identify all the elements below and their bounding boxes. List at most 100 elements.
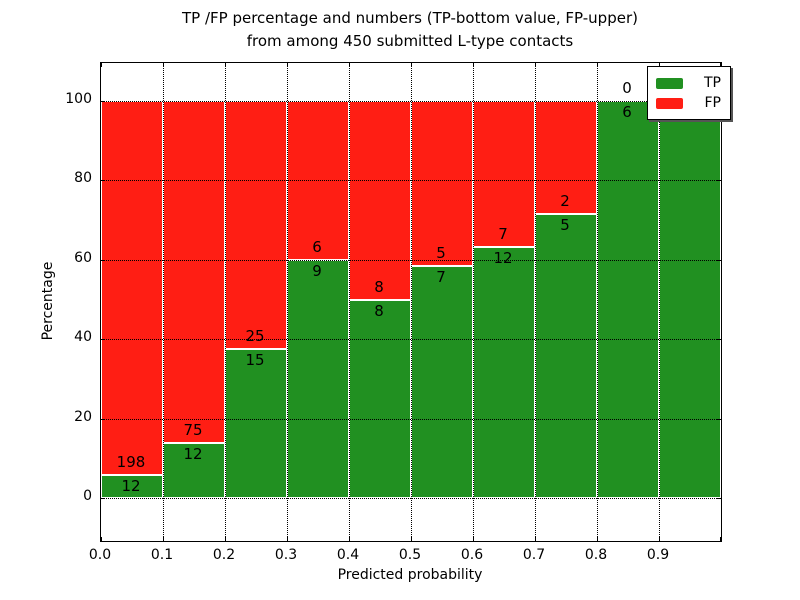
plot-area (100, 62, 722, 542)
legend: TP FP (647, 66, 731, 120)
tp-count-label: 12 (493, 249, 513, 268)
x-tick-mark (163, 537, 164, 541)
gridline-horizontal (101, 101, 721, 102)
y-tick-mark (101, 498, 105, 499)
gridline-horizontal (101, 339, 721, 341)
fp-count-label: 0 (622, 79, 632, 97)
gridline-horizontal (101, 418, 721, 420)
legend-item-fp: FP (656, 93, 721, 113)
y-tick-mark (717, 418, 721, 420)
bar-segment-fp-0 (101, 101, 163, 476)
fp-count-label: 75 (183, 421, 203, 440)
x-tick-mark (349, 63, 350, 67)
legend-item-tp: TP (656, 73, 721, 93)
y-tick-label: 80 (74, 170, 92, 187)
gridline-vertical (473, 63, 474, 541)
x-tick-mark (225, 63, 226, 67)
y-tick-mark (101, 180, 105, 182)
x-tick-label: 0.7 (522, 547, 546, 563)
fp-count-label: 198 (116, 453, 146, 472)
gridline-vertical (225, 63, 226, 541)
bar-segment-tp-1 (163, 443, 225, 498)
tp-count-label: 9 (312, 261, 322, 280)
gridline-vertical (349, 63, 350, 541)
x-tick-mark (101, 63, 102, 67)
tp-count-label: 8 (374, 301, 384, 320)
gridline-vertical (597, 63, 598, 541)
x-tick-label: 0.0 (88, 547, 112, 563)
x-tick-label: 0.3 (274, 547, 298, 563)
x-axis-title: Predicted probability (337, 567, 483, 583)
x-tick-label: 0.1 (150, 547, 174, 563)
bar-segment-fp-2 (225, 101, 287, 350)
gridline-horizontal (101, 259, 721, 261)
gridline-vertical (163, 63, 164, 541)
bar-segment-tp-7 (535, 214, 597, 498)
bar-segment-tp-2 (225, 349, 287, 498)
bar-segment-fp-5 (411, 101, 473, 267)
tp-count-label: 12 (183, 445, 203, 464)
gridline-horizontal (101, 180, 721, 182)
y-tick-label: 20 (74, 408, 92, 425)
x-tick-mark (225, 537, 226, 541)
tp-count-label: 6 (622, 103, 632, 121)
x-tick-label: 0.5 (398, 547, 422, 563)
y-tick-mark (101, 339, 105, 341)
x-tick-mark (411, 63, 412, 67)
bar-segment-tp-3 (287, 259, 349, 498)
gridline-horizontal (101, 498, 721, 499)
y-tick-mark (717, 259, 721, 261)
bar-segment-tp-0 (101, 475, 163, 498)
y-tick-label: 0 (83, 488, 92, 504)
bar-segment-tp-6 (473, 247, 535, 498)
x-tick-mark (597, 537, 598, 541)
y-tick-mark (717, 498, 721, 499)
gridline-vertical (287, 63, 288, 541)
x-tick-mark (287, 537, 288, 541)
chart-title: TP /FP percentage and numbers (TP-bottom… (100, 7, 720, 53)
y-tick-mark (717, 339, 721, 341)
fp-count-label: 8 (374, 277, 384, 296)
fp-count-label: 2 (560, 192, 570, 211)
x-tick-label: 0.2 (212, 547, 236, 563)
fp-count-label: 25 (245, 327, 265, 346)
chart-title-line1: TP /FP percentage and numbers (TP-bottom… (182, 9, 638, 27)
chart-title-line2: from among 450 submitted L-type contacts (246, 32, 574, 50)
gridline-vertical (411, 63, 412, 541)
legend-label: TP (704, 75, 721, 91)
y-tick-label: 40 (74, 329, 92, 346)
x-tick-mark (597, 63, 598, 67)
bar-segment-tp-4 (349, 299, 411, 498)
x-tick-label: 0.8 (584, 547, 608, 563)
x-tick-label: 0.6 (460, 547, 484, 563)
x-tick-mark (473, 537, 474, 541)
x-tick-label: 0.9 (646, 547, 670, 563)
x-tick-mark (473, 63, 474, 67)
x-tick-mark (535, 63, 536, 67)
bar-segment-tp-5 (411, 266, 473, 498)
x-tick-mark (287, 63, 288, 67)
tp-count-label: 7 (436, 268, 446, 287)
gridline-vertical (535, 63, 536, 541)
x-tick-label: 0.4 (336, 547, 360, 563)
y-tick-mark (101, 259, 105, 261)
x-tick-mark (720, 537, 721, 541)
fp-count-label: 5 (436, 244, 446, 263)
gridline-vertical (659, 63, 660, 541)
legend-label: FP (704, 95, 722, 111)
tp-count-label: 12 (121, 477, 141, 496)
legend-swatch-tp (656, 77, 683, 89)
y-axis-title: Percentage (40, 261, 56, 341)
y-tick-mark (717, 180, 721, 182)
fp-count-label: 7 (498, 225, 508, 244)
bar-segment-tp-8 (597, 101, 659, 498)
x-tick-mark (535, 537, 536, 541)
x-tick-mark (659, 63, 660, 67)
tp-count-label: 15 (245, 351, 265, 370)
y-tick-mark (101, 101, 105, 102)
x-tick-mark (659, 537, 660, 541)
bar-segment-tp-9 (659, 101, 721, 498)
x-tick-mark (411, 537, 412, 541)
legend-swatch-fp (656, 97, 683, 109)
